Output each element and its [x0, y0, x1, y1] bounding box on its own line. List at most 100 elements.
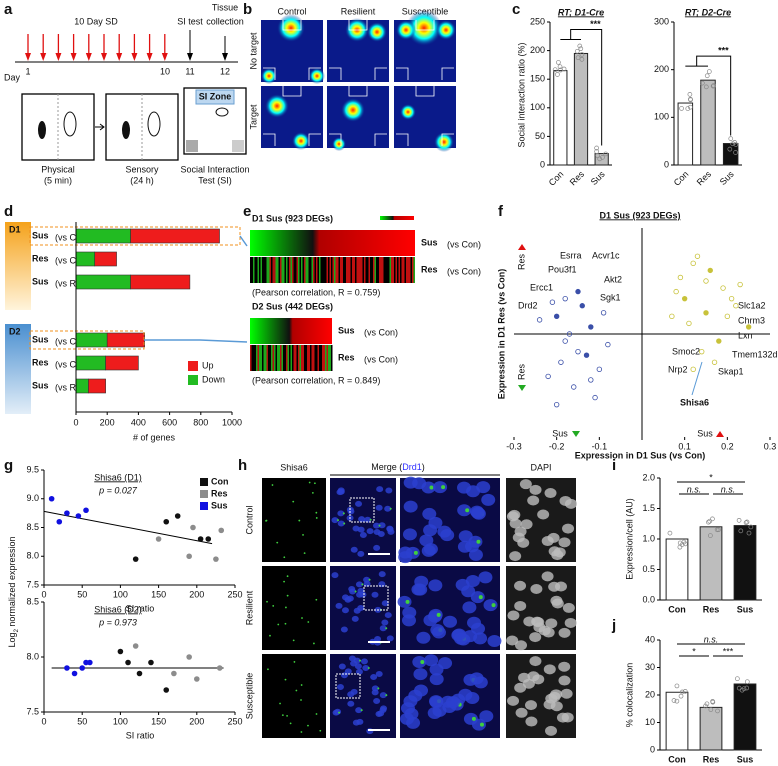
label: collection — [206, 16, 244, 26]
y-tick-label: 1.0 — [642, 533, 655, 543]
heatmap-stripe — [401, 257, 403, 283]
speck — [436, 612, 441, 617]
mouse — [38, 121, 46, 139]
dot-deco — [579, 56, 585, 62]
nucleus — [413, 668, 428, 681]
point — [605, 341, 611, 348]
x-axis-label: SI ratio — [126, 603, 155, 613]
trend-line — [43, 510, 213, 545]
heatmap-stripe — [364, 257, 366, 283]
dot-deco — [710, 516, 715, 522]
mouse — [63, 111, 77, 137]
pointer — [691, 361, 703, 396]
heatmap-stripe — [347, 257, 349, 283]
y-tick-label: 300 — [654, 16, 669, 26]
arena-outline — [329, 20, 387, 80]
arena-outline — [396, 86, 454, 146]
nucleus — [431, 626, 446, 639]
speck — [277, 623, 280, 626]
speck — [360, 709, 363, 712]
bar-segment — [75, 378, 89, 394]
heatmap-stripe — [308, 345, 310, 371]
heatmap-stripe — [275, 345, 277, 371]
bar — [700, 79, 716, 166]
speck — [368, 578, 371, 581]
x-tick-label: 0 — [73, 417, 78, 427]
legend-label: Con — [211, 476, 229, 486]
y-tick-label: 50 — [535, 131, 545, 141]
speck — [272, 605, 275, 607]
dot-deco — [741, 686, 747, 692]
sd-arrowhead — [40, 53, 47, 61]
y-tick-label: 8.0 — [26, 551, 39, 561]
nucleus — [363, 580, 371, 587]
dot-deco — [682, 541, 688, 547]
corner — [186, 140, 198, 152]
point — [132, 643, 139, 649]
nucleus — [414, 575, 429, 588]
speck — [266, 600, 268, 603]
nucleus — [548, 581, 561, 592]
y-tick-label: 100 — [654, 112, 669, 122]
heatmap-stripe — [265, 345, 267, 371]
point — [558, 359, 564, 365]
dot-deco — [716, 527, 721, 533]
point — [194, 676, 200, 682]
heatmap-stripe — [271, 257, 273, 283]
nucleus — [515, 640, 528, 651]
y-tick-label: 150 — [530, 74, 545, 84]
point — [694, 253, 701, 259]
speck — [465, 508, 470, 513]
nucleus — [402, 606, 417, 619]
nucleus — [462, 601, 477, 614]
heatmap-stripe — [289, 345, 291, 371]
speck — [267, 668, 269, 671]
heatmap-stripe — [389, 257, 391, 283]
heatmap-stripe — [253, 257, 255, 283]
dot-deco — [667, 530, 673, 536]
nucleus — [402, 528, 417, 541]
dot-deco — [704, 73, 710, 79]
nucleus — [337, 488, 345, 495]
dot-deco — [748, 524, 754, 530]
heatmap-stripe — [349, 257, 351, 283]
x-tick-label: 100 — [113, 716, 128, 726]
nucleus — [384, 505, 392, 512]
sd-arrowhead — [70, 53, 77, 61]
gene-label: Sgk1 — [600, 292, 621, 302]
row-qualifier: (vs Con) — [55, 336, 89, 346]
nucleus — [468, 548, 483, 561]
sd-arrowhead — [25, 53, 31, 61]
heatmap-stripe — [253, 345, 255, 371]
dot-deco — [578, 46, 584, 52]
x-tick-label: Sus — [737, 754, 754, 764]
point — [562, 295, 568, 302]
zoom-box — [335, 673, 361, 699]
heatmap-stripe — [392, 257, 394, 283]
x-tick-label: Sus — [589, 169, 607, 187]
heatmap-stripe — [290, 257, 292, 283]
nucleus — [331, 517, 339, 524]
heatmap-stripe — [266, 345, 268, 371]
point — [600, 310, 607, 316]
point — [205, 536, 212, 542]
heatmap-stripe — [298, 257, 300, 283]
nucleus — [416, 631, 431, 644]
nucleus — [423, 543, 438, 556]
speck — [313, 642, 315, 645]
bar — [677, 102, 694, 166]
nucleus — [423, 524, 438, 537]
y-tick-label: 0 — [664, 159, 669, 169]
speck — [389, 507, 392, 510]
bar-segment — [75, 251, 96, 267]
heatmap-stripe — [313, 345, 315, 371]
heatmap-stripe — [311, 257, 313, 283]
nucleus — [487, 635, 502, 648]
y-axis-label: % colocalization — [624, 663, 634, 728]
point — [681, 295, 688, 302]
speck — [284, 622, 287, 625]
row-qualifier: (vs Con) — [55, 255, 89, 265]
nucleus — [429, 673, 444, 686]
y-tick-label: 10 — [645, 717, 655, 727]
point — [707, 267, 713, 274]
